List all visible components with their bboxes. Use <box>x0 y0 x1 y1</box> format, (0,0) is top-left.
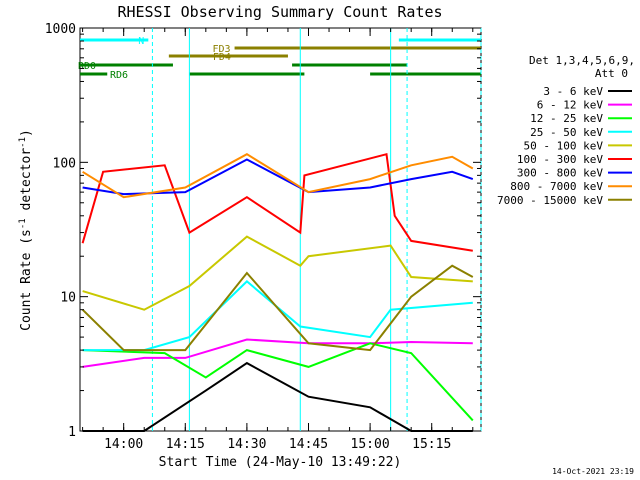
legend-header-att: Att 0 <box>595 67 628 80</box>
y-axis-label-sup1: -1 <box>18 218 28 229</box>
chart-title: RHESSI Observing Summary Count Rates <box>117 3 442 21</box>
legend-entry-label: 12 - 25 keV <box>530 112 603 125</box>
y-tick-label: 100 <box>53 156 76 171</box>
x-tick-label: 14:30 <box>227 437 266 452</box>
x-tick-label: 14:15 <box>166 437 205 452</box>
legend-entry-label: 800 - 7000 keV <box>510 180 603 193</box>
y-axis-label-sup2: -1 <box>18 137 28 148</box>
timestamp: 14-Oct-2021 23:19 <box>552 467 634 476</box>
y-axis-label-end: ) <box>19 129 34 137</box>
y-tick-label: 1000 <box>45 22 76 37</box>
flag-label-fd3: FD3 <box>213 44 231 55</box>
legend-entry-label: 300 - 800 keV <box>517 167 603 180</box>
flag-label-fd4: FD4 <box>213 52 231 63</box>
flag-label-rd0: RD0 <box>78 61 96 72</box>
series-line <box>82 338 473 368</box>
x-axis-label: Start Time (24-May-10 13:49:22) <box>159 455 402 470</box>
x-tick-label: 14:00 <box>104 437 143 452</box>
legend-entry-label: 25 - 50 keV <box>530 126 603 139</box>
series-line <box>82 361 473 432</box>
legend-entry-label: 100 - 300 keV <box>517 153 603 166</box>
series-line <box>82 342 474 422</box>
axes-layer: 14:00 14:15 14:30 14:45 15:00 15:15 1 10 100 1000 <box>45 22 481 452</box>
series-line <box>81 152 473 252</box>
legend-entry-label: 7000 - 15000 keV <box>497 194 603 207</box>
x-tick-label: 14:45 <box>289 437 328 452</box>
series-line <box>82 235 473 311</box>
y-axis-label: Count Rate (s-1 detector-1) <box>18 129 34 331</box>
series-layer <box>81 152 474 432</box>
series-line <box>82 153 474 199</box>
y-tick-label: 1 <box>68 425 76 440</box>
plot-frame <box>79 27 482 432</box>
legend-entry-label: 50 - 100 keV <box>524 139 604 152</box>
y-axis-label-mid: detector <box>19 148 34 219</box>
flag-label-rd6: RD6 <box>110 70 128 81</box>
legend-entry-label: 6 - 12 keV <box>537 99 604 112</box>
legend-header: Det 1,3,4,5,6,9, <box>529 54 635 67</box>
legend-entry-label: 3 - 6 keV <box>543 85 603 98</box>
series-line <box>81 264 474 352</box>
y-tick-label: 10 <box>60 291 76 306</box>
y-axis-label-main: Count Rate (s <box>19 229 34 331</box>
x-tick-label: 15:15 <box>412 437 451 452</box>
x-tick-label: 15:00 <box>351 437 390 452</box>
flag-label-n: N <box>138 36 144 47</box>
